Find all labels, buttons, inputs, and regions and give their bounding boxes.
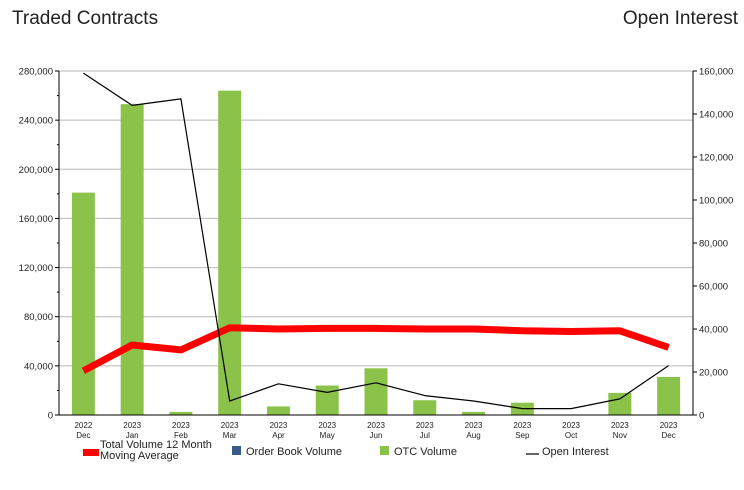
left-tick-label: 80,000 [24,312,53,323]
bar-otc-volume [120,104,144,416]
bar-otc-volume [315,385,339,415]
x-tick-month: Mar [223,431,237,440]
x-tick-year: 2023 [221,421,239,430]
bar-otc-volume [169,411,193,415]
right-tick-label: 100,000 [699,196,733,207]
x-tick-year: 2023 [513,421,531,430]
line-total-volume-12-month-moving-average [81,324,670,374]
x-tick-year: 2023 [123,421,141,430]
x-tick-year: 2023 [270,421,288,430]
legend-label: Total Volume 12 Month [100,439,212,451]
x-tick-year: 2023 [172,421,190,430]
legend-swatch-order-book-volume [232,446,241,455]
x-tick-year: 2023 [660,421,678,430]
x-tick-month: Aug [466,431,480,440]
bar-otc-volume [657,376,681,415]
x-tick-year: 2023 [465,421,483,430]
bar-otc-volume [218,90,242,416]
right-tick-label: 120,000 [699,153,733,164]
bar-otc-volume [364,368,388,415]
x-tick-month: Dec [76,431,90,440]
left-tick-label: 120,000 [19,263,53,274]
right-tick-label: 40,000 [699,325,728,336]
bar-otc-volume [462,411,486,415]
right-tick-label: 0 [699,411,704,422]
left-tick-label: 240,000 [19,116,53,127]
legend-label: Moving Average [100,450,179,462]
bar-otc-volume [266,406,290,415]
left-tick-label: 0 [48,411,53,422]
plot-area [59,71,693,415]
right-axis-title: Open Interest [622,8,738,29]
x-tick-month: Jan [126,431,139,440]
legend-label: Open Interest [542,446,609,458]
x-tick-year: 2023 [318,421,336,430]
left-tick-label: 200,000 [19,165,53,176]
bar-otc-volume [71,192,95,415]
right-tick-label: 140,000 [699,110,733,121]
x-tick-month: Sep [515,431,530,440]
x-tick-month: Apr [272,431,285,440]
legend-label: OTC Volume [394,446,457,458]
x-tick-month: Jul [420,431,430,440]
bar-otc-volume [608,392,632,415]
x-tick-year: 2022 [74,421,92,430]
right-tick-label: 160,000 [699,67,733,78]
left-tick-label: 40,000 [24,361,53,372]
x-tick-month: Feb [174,431,188,440]
right-tick-label: 60,000 [699,282,728,293]
legend-swatch-otc-volume [380,446,389,455]
x-tick-year: 2023 [611,421,629,430]
x-tick-month: May [320,431,335,440]
x-tick-year: 2023 [416,421,434,430]
x-tick-month: Oct [565,431,578,440]
x-tick-month: Dec [661,431,675,440]
x-tick-year: 2023 [562,421,580,430]
bar-otc-volume [413,400,437,415]
x-tick-month: Jun [370,431,383,440]
x-tick-month: Nov [613,431,627,440]
legend-label: Order Book Volume [246,446,342,458]
legend-swatch-total-volume-12-month-moving-average [83,449,99,456]
left-axis-title: Traded Contracts [12,8,159,29]
right-tick-label: 80,000 [699,239,728,250]
left-tick-label: 160,000 [19,214,53,225]
right-tick-label: 20,000 [699,368,728,379]
x-tick-year: 2023 [367,421,385,430]
line-open-interest [83,72,669,410]
left-tick-label: 280,000 [19,67,53,78]
